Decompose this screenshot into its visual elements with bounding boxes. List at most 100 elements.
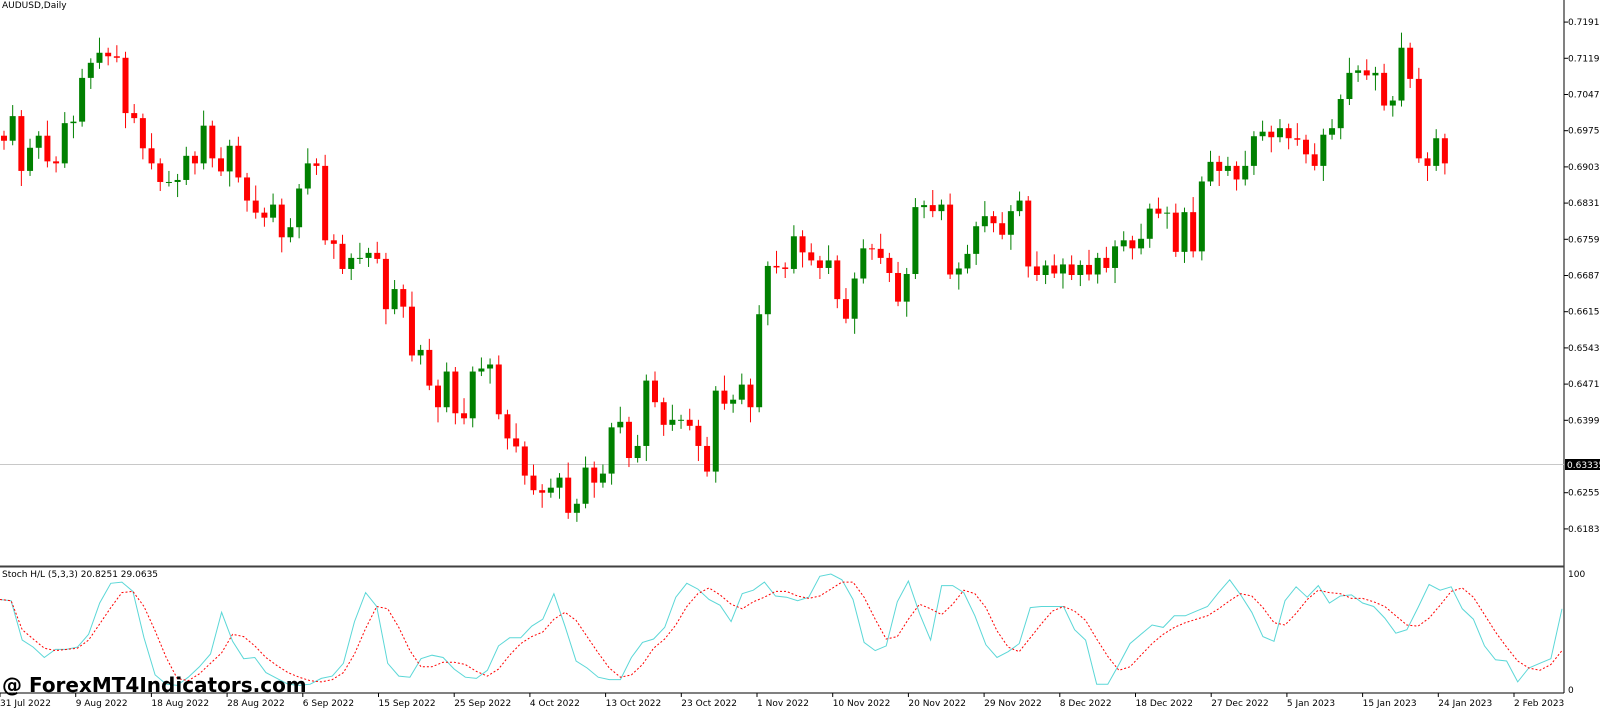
stoch-main-line: [0, 573, 1563, 686]
candle-body: [469, 371, 476, 419]
candle-body: [704, 445, 711, 472]
candle: [1311, 143, 1318, 171]
candle-body: [521, 446, 528, 476]
candle: [556, 473, 563, 499]
candle-body: [773, 265, 780, 268]
candle-body: [1407, 47, 1414, 79]
candle: [1051, 254, 1058, 279]
candle-body: [808, 252, 815, 261]
candle: [296, 183, 303, 239]
candle-body: [313, 163, 320, 166]
candle: [1250, 131, 1257, 175]
candle-body: [860, 248, 867, 279]
candle: [313, 158, 320, 175]
candle: [790, 225, 797, 274]
candle-body: [391, 289, 398, 310]
candle-body: [1, 135, 7, 141]
candle: [1146, 203, 1153, 248]
candle: [148, 133, 155, 170]
time-tick-label: 20 Nov 2022: [908, 699, 966, 709]
candle-body: [1190, 212, 1197, 252]
candle-body: [209, 125, 216, 159]
candle: [252, 185, 259, 219]
candle-body: [1025, 200, 1032, 267]
candle: [113, 45, 120, 63]
candle-body: [981, 216, 988, 227]
candle: [799, 230, 806, 268]
time-tick-label: 5 Jan 2023: [1287, 699, 1335, 709]
candle: [1303, 134, 1309, 164]
candle: [1025, 196, 1032, 278]
candle: [1259, 120, 1266, 141]
candle-body: [1181, 212, 1188, 252]
candle: [747, 378, 754, 423]
candle-body: [842, 299, 849, 319]
candle: [860, 239, 867, 284]
candle: [1155, 197, 1162, 219]
candle: [35, 131, 42, 159]
candle-body: [669, 419, 676, 425]
candle-body: [504, 414, 511, 439]
candle-body: [348, 257, 355, 269]
candle-body: [877, 248, 884, 258]
candle-body: [1346, 72, 1353, 100]
candle-body: [1138, 238, 1145, 249]
candle: [842, 288, 849, 324]
candle: [1172, 203, 1179, 257]
candle: [981, 201, 988, 233]
time-tick-label: 28 Aug 2022: [227, 699, 285, 709]
time-tick-label: 15 Sep 2022: [379, 699, 436, 709]
candle-body: [105, 52, 112, 57]
candle: [625, 416, 632, 468]
candle: [825, 245, 832, 274]
candle-body: [365, 252, 372, 258]
candle-body: [1016, 200, 1023, 212]
candle-body: [565, 477, 572, 513]
time-tick-label: 27 Dec 2022: [1211, 699, 1269, 709]
candle: [165, 170, 172, 187]
candle-body: [1120, 240, 1127, 247]
candle: [278, 198, 285, 253]
candle: [808, 243, 815, 266]
candle-body: [513, 438, 520, 447]
candle-body: [643, 380, 650, 446]
candle: [704, 436, 711, 477]
candle-body: [495, 364, 502, 415]
candle: [461, 398, 468, 425]
stoch-plot-background: [0, 568, 1564, 693]
candle: [643, 374, 650, 462]
candle-body: [165, 181, 172, 183]
candle-body: [244, 177, 251, 201]
candle: [756, 305, 763, 413]
candle: [226, 139, 233, 187]
candle: [70, 115, 77, 139]
candle: [851, 272, 858, 334]
candle: [530, 464, 537, 495]
candle: [1016, 191, 1023, 217]
candle-body: [869, 248, 875, 250]
candle-body: [1051, 265, 1058, 274]
candle: [617, 406, 624, 434]
candle: [322, 154, 329, 245]
candle-body: [122, 57, 129, 114]
candle: [1033, 251, 1040, 282]
candle: [1242, 150, 1249, 186]
candle: [348, 253, 355, 281]
candle: [738, 373, 745, 405]
time-tick-label: 15 Jan 2023: [1363, 699, 1417, 709]
time-tick-label: 4 Oct 2022: [530, 699, 580, 709]
candle: [1190, 197, 1197, 258]
candle: [652, 371, 658, 408]
candle-body: [339, 243, 346, 269]
candle: [157, 158, 164, 192]
candle-body: [400, 289, 407, 307]
candle: [122, 51, 129, 129]
candle-body: [131, 113, 138, 119]
candle-body: [782, 267, 789, 269]
candle-body: [157, 163, 164, 182]
candle-body: [235, 145, 242, 178]
candle: [374, 241, 381, 264]
